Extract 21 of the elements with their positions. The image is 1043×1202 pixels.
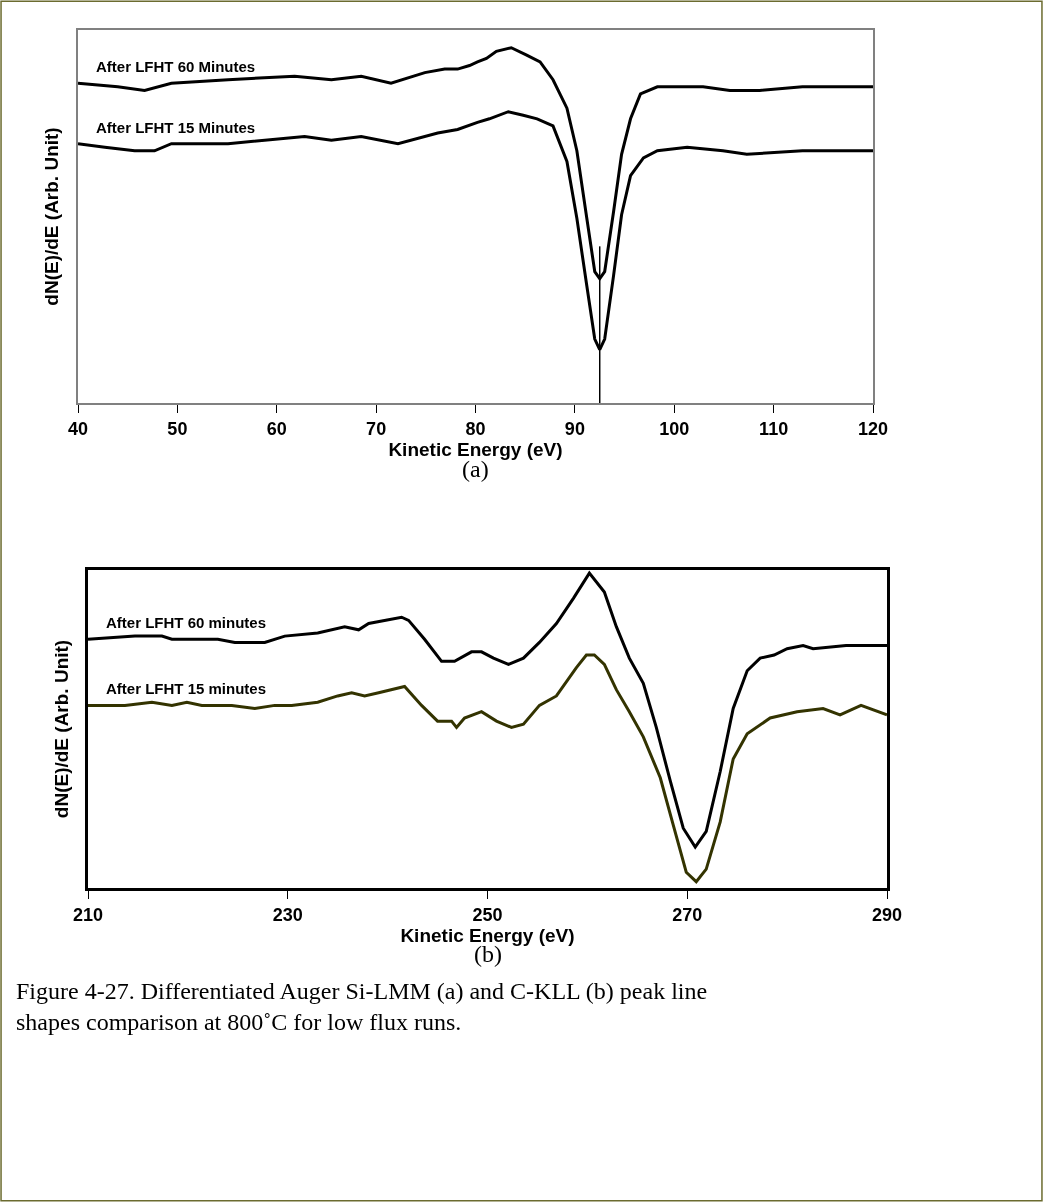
x-tick-label: 70 xyxy=(366,418,387,439)
series-label: After LFHT 60 Minutes xyxy=(96,58,256,75)
x-tick-label: 100 xyxy=(659,418,690,439)
x-tick-label: 90 xyxy=(564,418,585,439)
x-tick-label: 110 xyxy=(759,418,789,439)
x-tick-label: 60 xyxy=(266,418,287,439)
x-tick-label: 230 xyxy=(272,904,303,925)
series-label: After LFHT 15 minutes xyxy=(106,680,267,697)
caption: Figure 4-27. Differentiated Auger Si-LMM (a) and C-KLL (b) peak line shapes comparison at 800˚C for low flux runs. xyxy=(16,978,708,1036)
x-tick-label: 50 xyxy=(167,418,188,439)
x-tick-label: 40 xyxy=(67,418,89,439)
series-label: After LFHT 15 Minutes xyxy=(96,119,256,136)
x-tick-label: 80 xyxy=(465,418,486,439)
x-tick-label: 250 xyxy=(472,904,503,925)
series-label: After LFHT 60 minutes xyxy=(106,614,267,631)
x-tick-label: 290 xyxy=(871,904,903,925)
x-tick-label: 210 xyxy=(72,904,104,925)
y-axis-title: dN(E)/dE (Arb. Unit) xyxy=(50,639,72,819)
x-tick-label: 120 xyxy=(857,418,889,439)
y-axis-title: dN(E)/dE (Arb. Unit) xyxy=(41,127,63,306)
x-tick-label: 270 xyxy=(672,904,703,925)
